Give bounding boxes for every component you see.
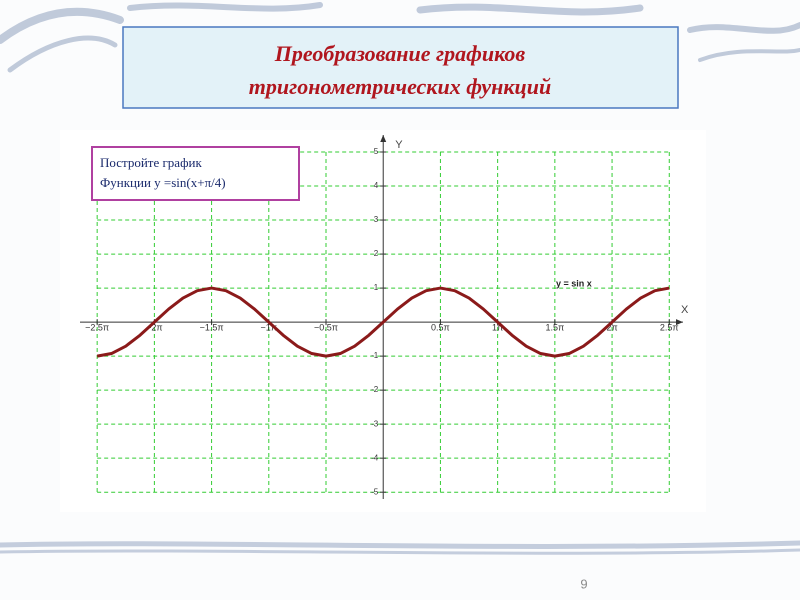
title-line: Преобразование графиков <box>274 41 526 66</box>
task-line: Постройте график <box>100 155 202 170</box>
decoration-top <box>0 2 800 73</box>
page-number: 9 <box>580 576 587 591</box>
title-line: тригонометрических функций <box>249 74 551 99</box>
y-tick-label: 3 <box>374 215 379 224</box>
task-box <box>91 146 300 201</box>
x-tick-label: −1.5π <box>200 322 224 332</box>
plot: X Y −2.5π −2π −1.5π −1π −0.5π 0.5π 1π 1.5π 2π 2.5π -… <box>80 135 689 499</box>
x-tick-label: 0.5π <box>431 322 450 332</box>
x-tick-label: 1.5π <box>545 322 564 332</box>
axis-arrow <box>380 135 387 142</box>
y-axis-label: Y <box>395 139 403 151</box>
x-tick-label: −2.5π <box>85 322 109 332</box>
x-tick-label: −0.5π <box>314 322 338 332</box>
title-box <box>122 26 679 109</box>
x-axis-label: X <box>681 304 689 316</box>
x-tick-label: −2π <box>146 322 162 332</box>
axis-arrow <box>676 319 683 326</box>
decoration-bottom <box>0 540 800 555</box>
task-line: Функции y =sin(x+π/4) <box>100 175 226 190</box>
series-line <box>96 286 670 358</box>
y-tick-label: -5 <box>371 487 379 496</box>
x-tick-label: −1π <box>261 322 277 332</box>
y-tick-label: -2 <box>371 385 379 394</box>
x-tick-label: 2π <box>606 322 617 332</box>
y-tick-label: -1 <box>371 351 379 360</box>
x-tick-label: 1π <box>492 322 503 332</box>
series-label: y = sin x <box>556 278 592 288</box>
y-tick-label: 4 <box>374 181 379 190</box>
y-tick-label: -4 <box>371 453 379 462</box>
y-tick-label: -3 <box>371 419 379 428</box>
y-tick-label: 2 <box>374 249 379 258</box>
y-tick-label: 1 <box>374 283 379 292</box>
x-tick-label: 2.5π <box>660 322 679 332</box>
y-tick-label: 5 <box>374 147 379 156</box>
